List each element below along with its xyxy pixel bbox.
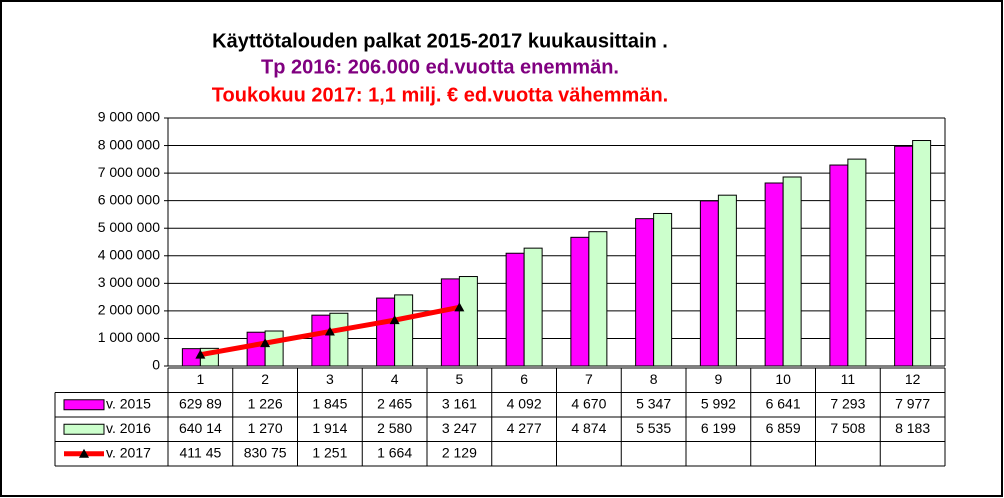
legend-label: v. 2015: [106, 395, 151, 411]
table-value: 411 45: [179, 444, 221, 460]
bar: [505, 252, 525, 367]
y-tick-label: 4 000 000: [98, 246, 160, 262]
table-value: 5 992: [701, 395, 736, 411]
legend-key: [63, 423, 105, 435]
x-tick-label: 8: [650, 371, 658, 387]
table-value: 2 129: [442, 444, 477, 460]
bar: [394, 294, 414, 367]
chart-title: Käyttötalouden palkat 2015-2017 kuukausi…: [212, 30, 668, 52]
bar: [635, 218, 655, 367]
x-tick-label: 4: [391, 371, 399, 387]
line-marker: [389, 315, 400, 325]
table-value: 7 293: [830, 395, 865, 411]
line-marker: [195, 349, 206, 359]
bar: [523, 247, 543, 367]
table-value: 640 14: [179, 420, 222, 436]
table-value: 1 914: [312, 420, 347, 436]
table-value: 5 535: [636, 420, 671, 436]
bar: [912, 140, 932, 367]
x-tick-label: 2: [261, 371, 269, 387]
table-value: 3 161: [442, 395, 477, 411]
table-value: 2 580: [377, 420, 412, 436]
bar: [376, 297, 396, 367]
table-value: 1 251: [312, 444, 347, 460]
x-tick-label: 7: [585, 371, 593, 387]
y-tick-label: 2 000 000: [98, 302, 160, 318]
y-tick-label: 5 000 000: [98, 219, 160, 235]
table-value: 830 75: [244, 444, 287, 460]
bar: [311, 314, 331, 367]
table-value: 4 670: [571, 395, 606, 411]
table-value: 1 664: [377, 444, 412, 460]
x-tick-label: 9: [714, 371, 722, 387]
x-tick-label: 3: [326, 371, 334, 387]
table-value: 4 277: [507, 420, 542, 436]
table-value: 2 465: [377, 395, 412, 411]
bar: [570, 236, 590, 367]
y-tick-label: 6 000 000: [98, 191, 160, 207]
bar: [894, 145, 914, 367]
line-marker: [454, 302, 465, 312]
bar: [782, 176, 802, 367]
table-value: 629 89: [179, 395, 222, 411]
bar: [440, 278, 460, 367]
x-tick-label: 10: [775, 371, 791, 387]
table-value: 1 845: [312, 395, 347, 411]
table-value: 4 874: [571, 420, 606, 436]
table-value: 6 859: [766, 420, 801, 436]
bar: [264, 330, 284, 367]
table-value: 3 247: [442, 420, 477, 436]
x-tick-label: 1: [196, 371, 204, 387]
chart-subtitle: Tp 2016: 206.000 ed.vuotta enemmän.: [261, 56, 619, 78]
bar: [588, 231, 608, 367]
y-tick-label: 1 000 000: [98, 329, 160, 345]
legend-label: v. 2017: [106, 444, 151, 460]
bar: [847, 158, 867, 367]
x-tick-label: 6: [520, 371, 528, 387]
table-value: 5 347: [636, 395, 671, 411]
y-tick-label: 8 000 000: [98, 136, 160, 152]
y-tick-label: 0: [152, 357, 160, 373]
table-value: 6 199: [701, 420, 736, 436]
bar: [764, 182, 784, 367]
bar: [458, 276, 478, 367]
y-tick-label: 9 000 000: [98, 109, 160, 125]
table-value: 4 092: [507, 395, 542, 411]
table-value: 1 270: [248, 420, 283, 436]
y-tick-label: 3 000 000: [98, 274, 160, 290]
line-marker: [324, 326, 335, 336]
x-tick-label: 12: [905, 371, 921, 387]
bar: [653, 212, 673, 367]
x-tick-label: 5: [455, 371, 463, 387]
bar: [246, 331, 266, 367]
bar: [699, 200, 719, 367]
bar: [829, 164, 849, 367]
table-value: 7 977: [895, 395, 930, 411]
table-value: 8 183: [895, 420, 930, 436]
legend-marker: [79, 448, 89, 458]
y-tick-label: 7 000 000: [98, 164, 160, 180]
bar: [717, 194, 737, 367]
chart-subtitle: Toukokuu 2017: 1,1 milj. € ed.vuotta väh…: [212, 84, 668, 106]
table-value: 6 641: [766, 395, 801, 411]
legend-label: v. 2016: [106, 420, 151, 436]
table-value: 7 508: [830, 420, 865, 436]
line-marker: [260, 338, 271, 348]
table-value: 1 226: [248, 395, 283, 411]
legend-key: [63, 399, 105, 411]
x-tick-label: 11: [841, 371, 856, 387]
bar: [329, 312, 349, 367]
